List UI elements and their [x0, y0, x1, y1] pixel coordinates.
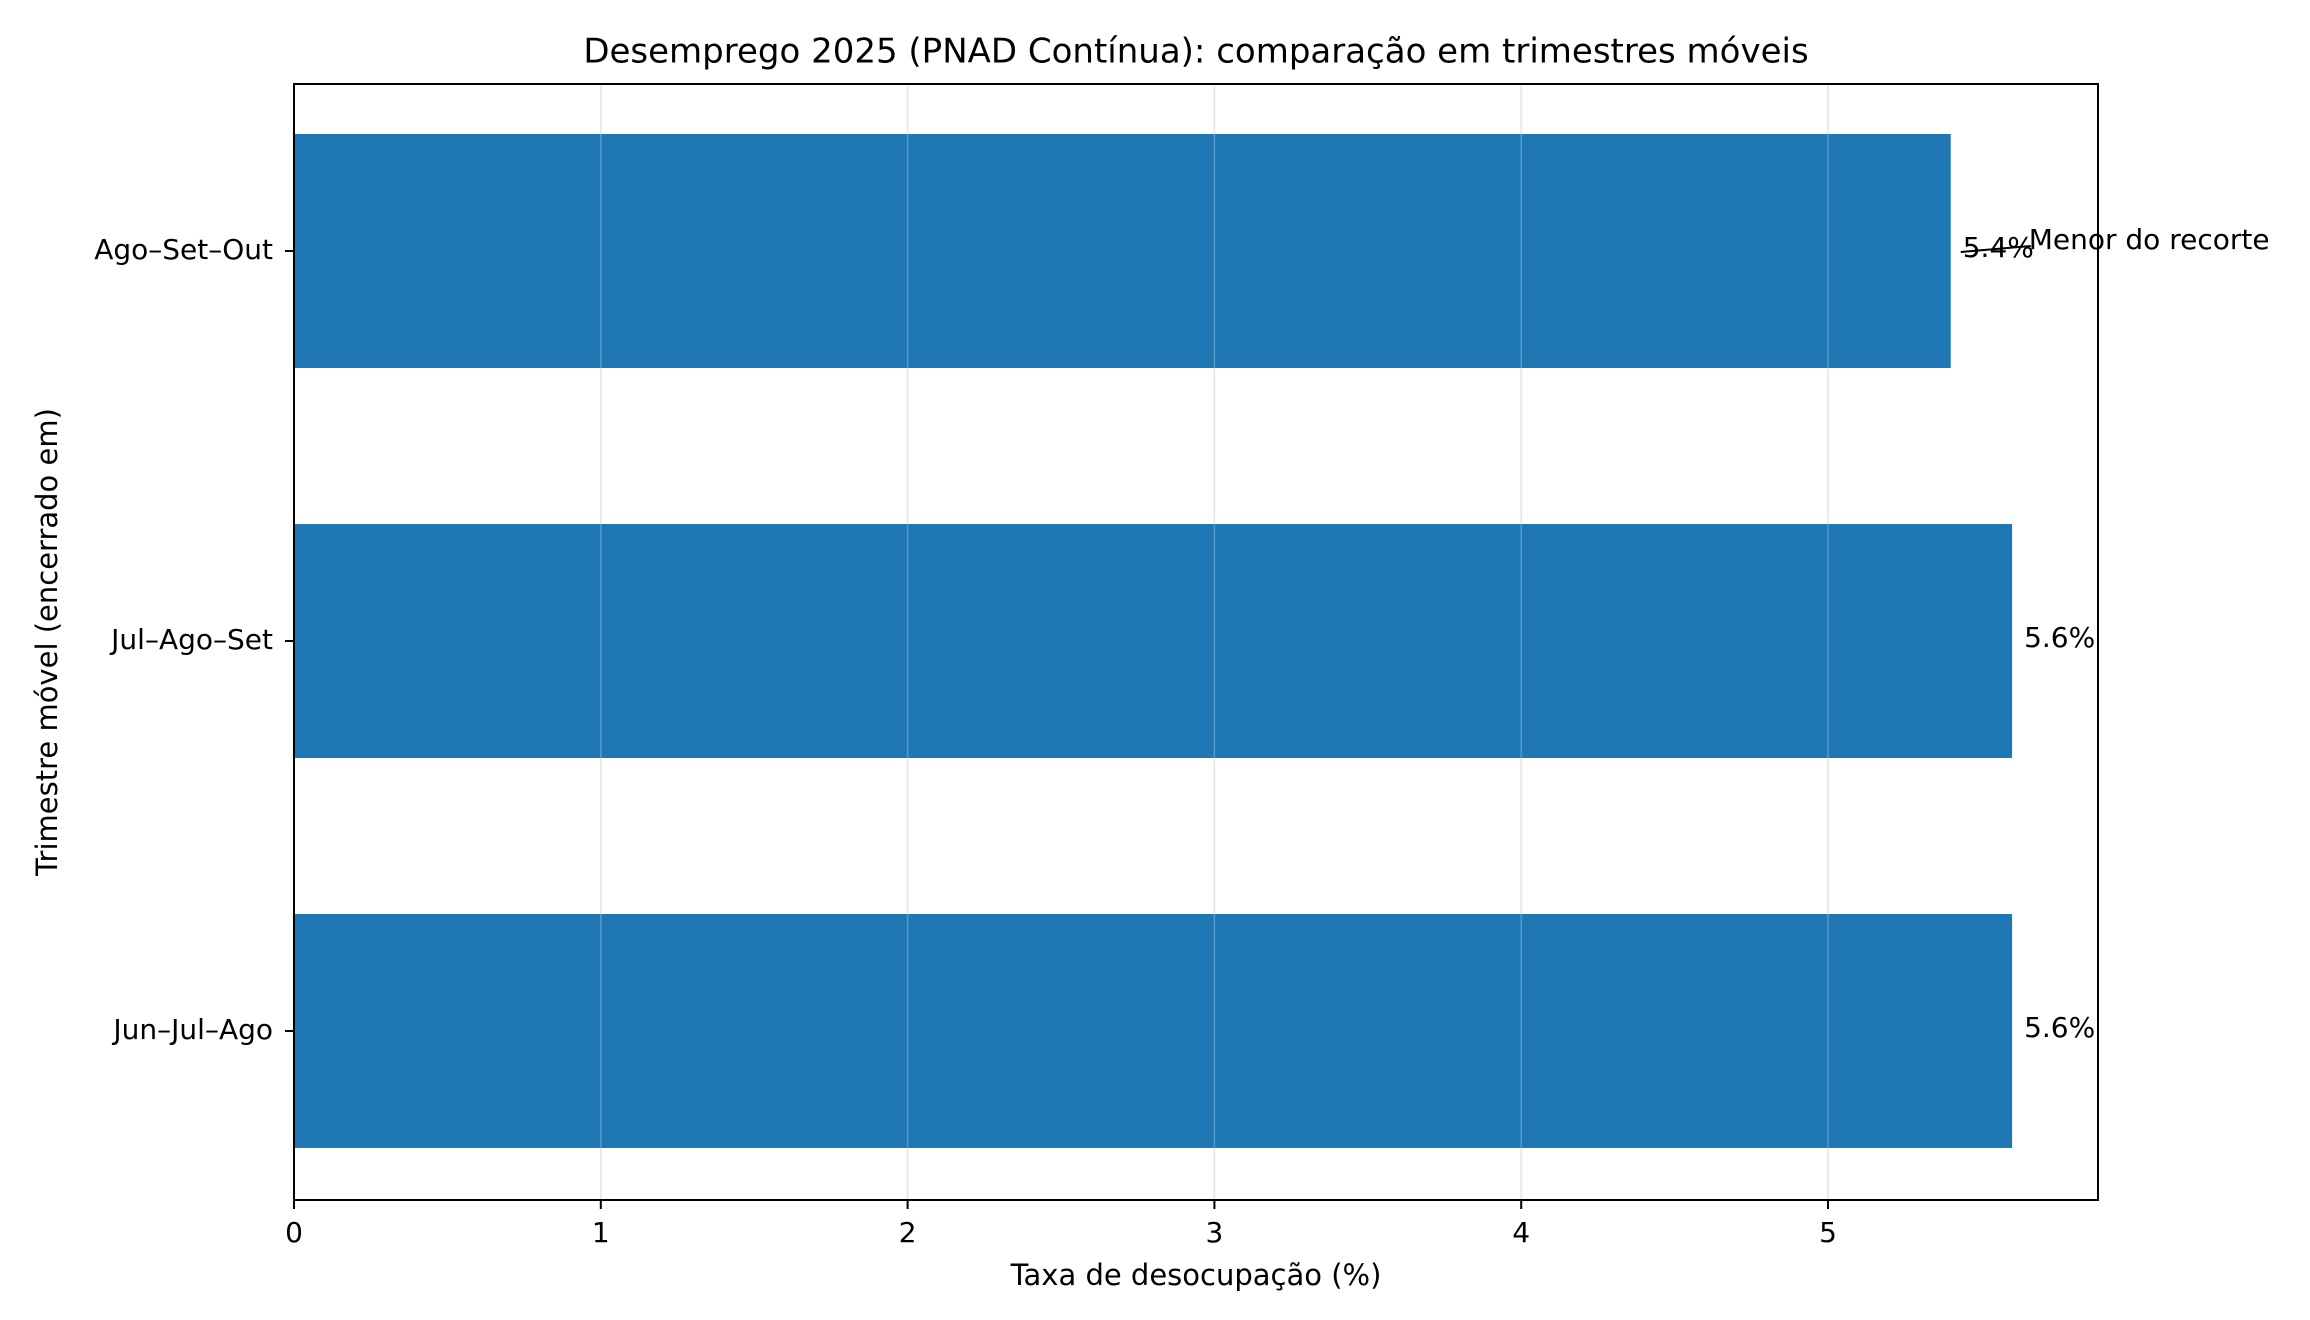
- x-tick-label: 1: [592, 1216, 610, 1249]
- bar: [294, 914, 2013, 1148]
- x-axis-ticks: 0 1 2 3 4 5: [285, 1200, 1837, 1249]
- y-axis-label: Trimestre móvel (encerrado em): [30, 408, 64, 877]
- bar: [294, 524, 2013, 758]
- annotation-text: Menor do recorte: [2029, 223, 2270, 256]
- y-tick-label: Jul–Ago–Set: [109, 623, 273, 656]
- data-label: 5.6%: [2024, 1011, 2095, 1044]
- x-axis-label: Taxa de desocupação (%): [1010, 1258, 1382, 1292]
- y-tick-label: Ago–Set–Out: [94, 233, 273, 266]
- bars: [294, 84, 2013, 1200]
- y-axis-ticks: Ago–Set–Out Jul–Ago–Set Jun–Jul–Ago: [94, 233, 294, 1046]
- data-label: 5.6%: [2024, 621, 2095, 654]
- x-tick-label: 3: [1205, 1216, 1223, 1249]
- x-tick-label: 5: [1819, 1216, 1837, 1249]
- annotation: Menor do recorte: [1960, 223, 2270, 256]
- y-tick-label: Jun–Jul–Ago: [111, 1013, 273, 1046]
- x-tick-label: 0: [285, 1216, 303, 1249]
- annotation-arrow: [1960, 245, 2031, 253]
- x-tick-label: 4: [1512, 1216, 1530, 1249]
- chart-title: Desemprego 2025 (PNAD Contínua): compara…: [583, 32, 1808, 72]
- x-tick-label: 2: [899, 1216, 917, 1249]
- bar: [294, 134, 1951, 368]
